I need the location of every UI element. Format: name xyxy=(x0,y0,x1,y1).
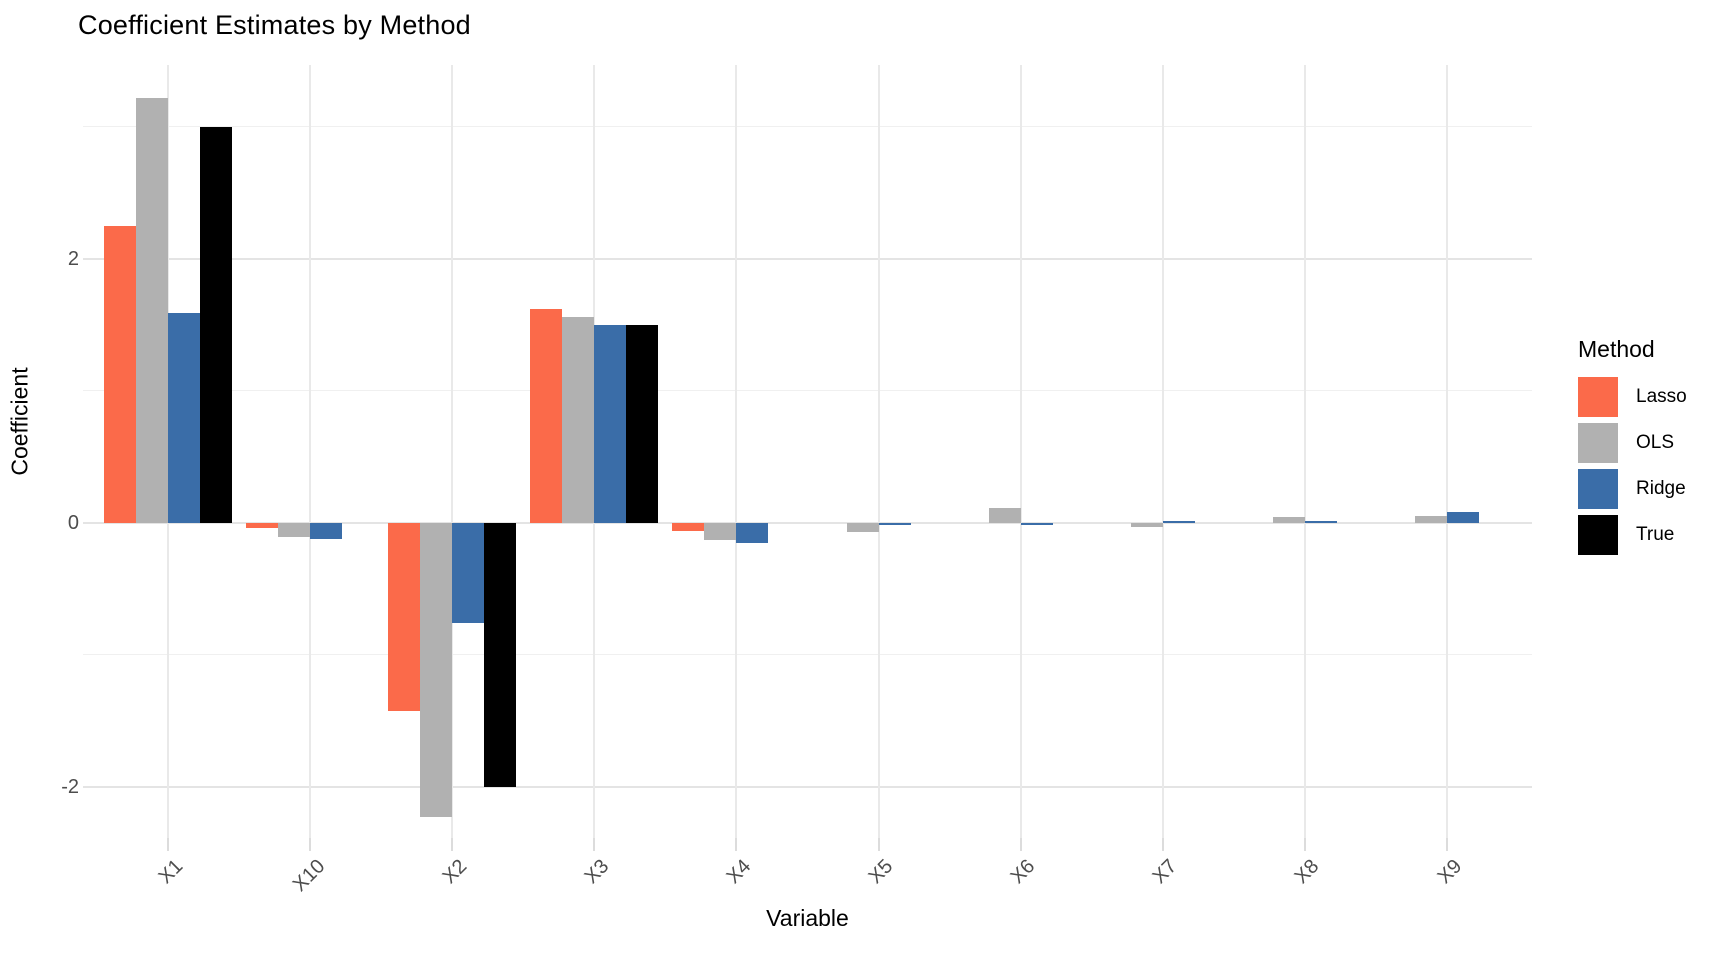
legend-key-swatch xyxy=(1578,515,1618,555)
legend-key-swatch xyxy=(1578,423,1618,463)
bar-x3-true xyxy=(626,324,659,523)
x-axis-tick-label: X9 xyxy=(1432,855,1466,889)
x-axis-tick-label: X4 xyxy=(722,855,756,889)
bar-x2-true xyxy=(484,522,517,787)
gridline-minor xyxy=(83,390,1532,392)
bar-x2-ols xyxy=(420,522,453,817)
bar-x5-ridge xyxy=(878,522,911,526)
y-axis-tick-label: 0 xyxy=(67,511,79,534)
plot-panel xyxy=(83,65,1532,851)
gridline-vertical xyxy=(1019,65,1022,838)
gridline-vertical xyxy=(1161,65,1164,838)
y-axis-tick-label: 2 xyxy=(67,247,79,270)
y-axis-title: Coefficient xyxy=(6,367,33,476)
x-axis-tick xyxy=(877,838,880,851)
legend-key-swatch xyxy=(1578,469,1618,509)
gridline-vertical xyxy=(877,65,880,838)
x-axis-tick xyxy=(451,838,454,851)
bar-x6-ridge xyxy=(1020,522,1053,526)
bar-x3-lasso xyxy=(530,309,563,523)
x-axis-tick-label: X3 xyxy=(580,855,614,889)
x-axis-tick-label: X7 xyxy=(1148,855,1182,889)
chart-title: Coefficient Estimates by Method xyxy=(78,10,471,40)
bar-x4-ols xyxy=(704,522,737,540)
legend-key-swatch xyxy=(1578,377,1618,417)
gridline-vertical xyxy=(735,65,738,838)
legend-entry-ols: OLS xyxy=(1578,423,1687,463)
bar-x4-lasso xyxy=(672,522,705,531)
x-axis-tick xyxy=(1446,838,1448,851)
bar-x9-ridge xyxy=(1447,512,1479,523)
x-axis-tick-label: X6 xyxy=(1006,855,1040,889)
bar-x1-ols xyxy=(136,97,168,523)
legend-entry-ridge: Ridge xyxy=(1578,469,1687,509)
x-axis-title: Variable xyxy=(766,905,849,931)
x-axis-tick xyxy=(735,838,738,851)
gridline-minor xyxy=(83,126,1532,128)
legend-label: Ridge xyxy=(1636,478,1686,499)
x-axis-tick-label: X8 xyxy=(1290,855,1324,889)
gridline-vertical xyxy=(309,65,312,838)
bar-x3-ols xyxy=(562,316,595,523)
bar-x2-lasso xyxy=(388,522,421,712)
legend-entry-true: True xyxy=(1578,515,1687,555)
gridline-major xyxy=(83,521,1532,524)
legend-title: Method xyxy=(1578,336,1655,362)
bar-x4-ridge xyxy=(736,522,769,543)
x-axis-tick xyxy=(1161,838,1164,851)
x-axis-tick xyxy=(1303,838,1306,851)
legend-label: OLS xyxy=(1636,432,1675,453)
y-axis-tick-label: -2 xyxy=(61,775,79,798)
gridline-major xyxy=(83,257,1532,260)
x-axis-tick xyxy=(593,838,596,851)
gridline-vertical xyxy=(1303,65,1306,838)
bar-x8-ridge xyxy=(1304,521,1337,523)
x-axis-tick-label: X10 xyxy=(288,855,329,897)
bar-x5-ols xyxy=(846,522,879,532)
bar-x2-ridge xyxy=(452,522,485,623)
bar-x10-ols xyxy=(278,522,311,538)
legend: Method Lasso OLS Ridge True xyxy=(1578,336,1687,561)
bar-x10-ridge xyxy=(310,522,343,539)
bar-x7-ridge xyxy=(1162,521,1195,523)
x-axis-tick-label: X2 xyxy=(438,855,472,889)
gridline-minor xyxy=(83,654,1532,656)
bar-x1-ridge xyxy=(168,312,200,523)
x-axis-tick xyxy=(309,838,312,851)
x-axis-tick-label: X5 xyxy=(864,855,898,889)
x-axis-tick xyxy=(1019,838,1022,851)
gridline-major xyxy=(83,785,1532,788)
bar-x1-lasso xyxy=(104,225,136,523)
legend-entry-lasso: Lasso xyxy=(1578,377,1687,417)
bar-x9-ols xyxy=(1415,516,1447,523)
bar-x10-lasso xyxy=(246,522,279,528)
legend-label: Lasso xyxy=(1636,386,1687,407)
bar-x3-ridge xyxy=(594,324,627,523)
gridline-vertical xyxy=(1446,65,1448,838)
x-axis-tick-label: X1 xyxy=(153,855,187,889)
bar-x1-true xyxy=(200,126,232,523)
legend-label: True xyxy=(1636,524,1675,545)
bar-x8-ols xyxy=(1272,517,1305,523)
bar-x6-ols xyxy=(988,508,1021,523)
gridline-vertical xyxy=(451,65,454,838)
bar-x7-ols xyxy=(1130,522,1163,527)
x-axis-tick xyxy=(167,838,169,851)
